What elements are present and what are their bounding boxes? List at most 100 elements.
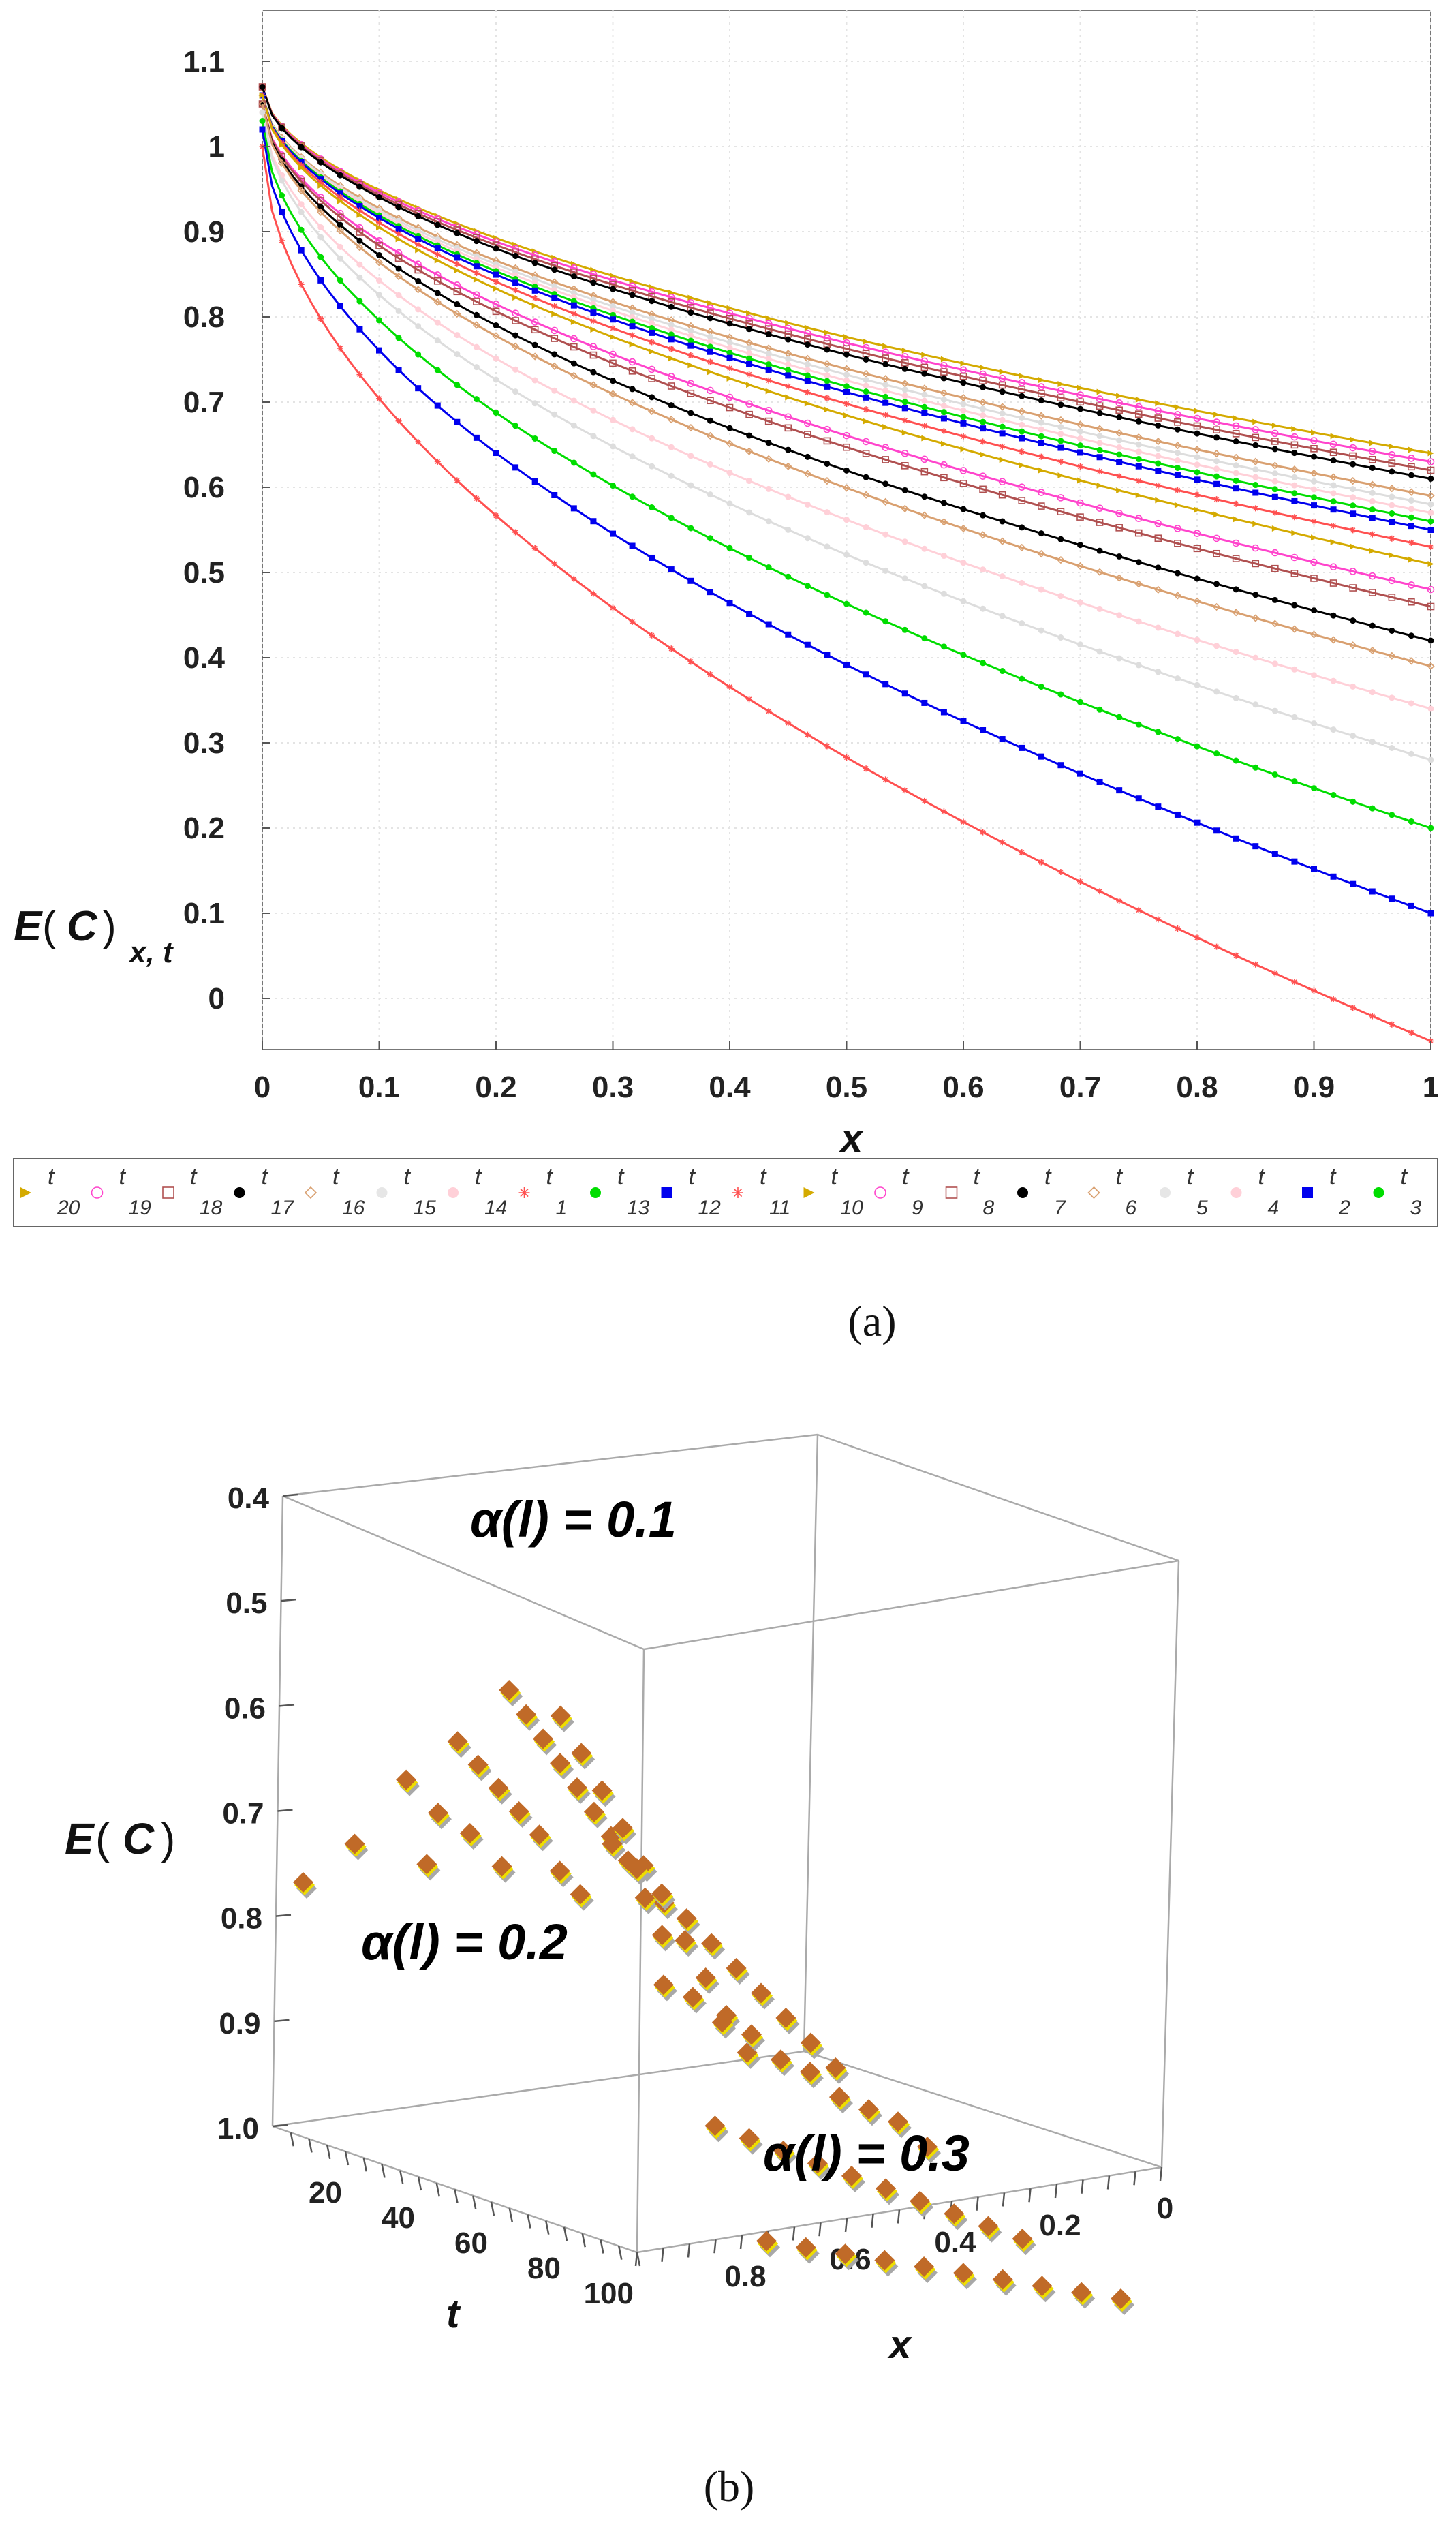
data-point xyxy=(1408,1029,1414,1036)
data-point xyxy=(1232,609,1240,617)
data-point xyxy=(551,335,559,342)
series-t6 xyxy=(258,99,1435,671)
legend-marker xyxy=(945,1186,958,1199)
data-point xyxy=(687,362,694,369)
data-point xyxy=(668,336,675,343)
data-point xyxy=(1389,519,1395,525)
data-point xyxy=(1291,482,1298,489)
data-point xyxy=(1135,662,1142,669)
data-point xyxy=(1077,463,1083,470)
marker-alpha-0-1 xyxy=(602,1833,623,1854)
data-point xyxy=(959,372,967,380)
data-point xyxy=(1135,795,1142,802)
series-t-70 xyxy=(602,1833,850,2084)
data-point xyxy=(551,294,558,301)
data-point xyxy=(1019,579,1025,586)
data-point xyxy=(356,298,363,305)
data-point xyxy=(746,509,753,516)
data-point xyxy=(1096,446,1103,453)
data-point xyxy=(1194,506,1201,513)
data-point xyxy=(1427,527,1434,533)
data-point xyxy=(356,228,364,236)
data-point xyxy=(882,531,889,538)
data-point xyxy=(1350,436,1357,443)
series-t-30 xyxy=(396,1769,516,1883)
data-point xyxy=(960,401,967,408)
data-point xyxy=(746,350,753,356)
data-point xyxy=(707,386,714,395)
data-point xyxy=(785,383,792,390)
data-point xyxy=(1233,649,1239,656)
data-point xyxy=(337,277,343,284)
data-point xyxy=(999,423,1006,430)
data-point xyxy=(999,613,1006,619)
data-point xyxy=(414,266,422,274)
marker-alpha-0-1 xyxy=(711,2012,732,2033)
marker-alpha-0-1 xyxy=(459,1823,480,1844)
data-point xyxy=(629,386,636,393)
data-point xyxy=(1076,562,1085,570)
data-point xyxy=(415,213,422,219)
data-point xyxy=(764,455,773,463)
data-point xyxy=(804,324,811,331)
data-point xyxy=(298,226,305,233)
data-point xyxy=(901,538,908,545)
t-tick-label: 100 xyxy=(584,2277,634,2310)
data-point xyxy=(1194,430,1201,437)
data-point xyxy=(1057,438,1064,444)
data-point xyxy=(1252,489,1259,496)
data-point xyxy=(1038,440,1044,446)
data-point xyxy=(764,407,773,414)
data-point xyxy=(1038,586,1044,593)
data-point xyxy=(1135,448,1142,455)
data-point xyxy=(570,310,577,317)
data-point xyxy=(746,555,753,562)
data-point xyxy=(901,405,908,412)
data-point xyxy=(512,241,519,248)
data-point xyxy=(882,456,889,463)
data-point xyxy=(531,352,539,361)
data-point xyxy=(1116,898,1123,904)
data-point xyxy=(454,382,461,388)
marker-alpha-0-1 xyxy=(613,1818,634,1839)
data-point xyxy=(745,315,753,322)
series-t13 xyxy=(259,92,1434,525)
data-point xyxy=(570,273,577,279)
data-point xyxy=(1096,468,1103,475)
data-point xyxy=(1427,476,1434,482)
legend-marker xyxy=(20,1187,31,1198)
data-point xyxy=(1252,505,1259,512)
data-point xyxy=(570,335,578,343)
t-tick-mark xyxy=(399,2170,404,2184)
t-tick-mark xyxy=(290,2132,294,2147)
data-point xyxy=(473,276,480,283)
data-point xyxy=(668,472,675,479)
legend-marker xyxy=(803,1187,815,1198)
y-tick-label: 0.3 xyxy=(183,726,225,760)
x-tick-mark xyxy=(1054,2184,1058,2199)
data-point xyxy=(765,388,772,395)
marker-alpha-0-1 xyxy=(293,1872,313,1893)
data-point xyxy=(901,504,909,512)
data-point xyxy=(1213,643,1220,649)
data-point xyxy=(882,681,889,688)
data-point xyxy=(1291,530,1298,536)
marker-alpha-0-1 xyxy=(570,1884,591,1905)
legend-marker xyxy=(1087,1186,1100,1199)
data-point xyxy=(1076,513,1084,521)
legend-t: t xyxy=(119,1164,127,1190)
data-point xyxy=(687,577,694,584)
data-point xyxy=(493,245,499,252)
data-point xyxy=(668,515,675,521)
data-point xyxy=(1019,448,1025,455)
data-point xyxy=(1057,762,1064,769)
x-tick-mark xyxy=(687,2243,691,2258)
data-point xyxy=(1291,979,1298,985)
data-point xyxy=(824,346,831,353)
data-point xyxy=(317,159,324,166)
data-point xyxy=(1427,756,1434,763)
marker-alpha-0-1 xyxy=(775,2008,796,2029)
legend-t: t xyxy=(262,1164,269,1190)
data-point xyxy=(629,313,636,320)
